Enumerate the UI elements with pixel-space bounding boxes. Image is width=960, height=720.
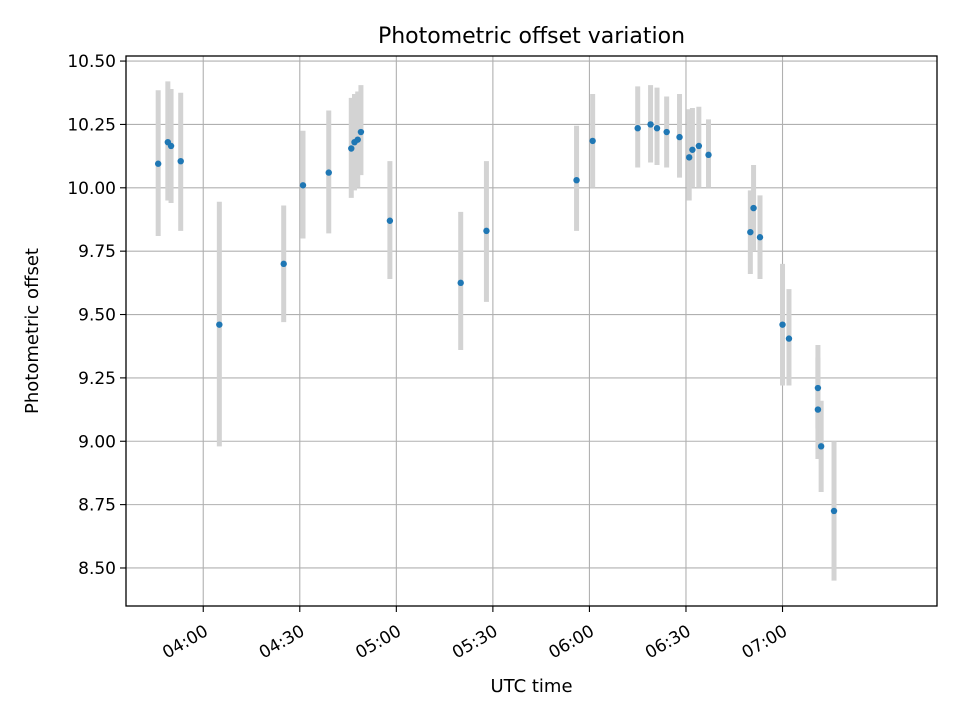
axes-frame [125,55,938,607]
data-point [663,128,670,136]
data-point [354,136,361,143]
data-point [280,260,287,268]
data-point [695,142,703,150]
data-point [573,176,580,184]
data-point [167,142,175,150]
data-point [483,227,490,235]
data-point [689,146,696,153]
data-point [747,228,754,236]
data-point [705,151,712,159]
data-point [357,128,365,136]
y-tick-label: 10.00 [67,179,116,199]
y-tick-label: 9.00 [78,432,116,452]
y-tick-label: 10.25 [67,115,116,135]
chart-title: Photometric offset variation [378,24,685,49]
data-point [647,121,654,128]
y-tick-label: 10.50 [67,52,116,72]
data-point [154,160,162,167]
data-point [814,406,822,413]
y-tick-label: 9.50 [78,306,116,326]
data-point [685,154,693,161]
data-point [756,234,764,241]
data-point [830,507,838,515]
data-point [785,335,793,342]
y-tick-label: 8.50 [78,559,116,579]
data-point [177,157,184,165]
data-point [348,145,355,152]
grid-lines [126,56,937,606]
data-points [154,121,838,515]
data-point [779,321,786,328]
data-point [750,204,757,212]
data-point [216,321,223,328]
data-point [653,125,661,132]
data-point [817,443,825,450]
data-point [299,182,307,189]
x-axis-label: UTC time [490,676,572,697]
y-axis-ticks: 8.50 8.75 9.00 9.25 9.50 9.75 10.00 10.25 10.50 [67,52,126,579]
data-point [814,384,822,392]
data-point [386,217,394,224]
data-point [457,279,464,287]
data-point [589,137,596,145]
y-axis-label: Photometric offset [22,248,43,414]
data-point [325,169,332,176]
data-point [634,125,641,132]
data-point [676,133,683,141]
y-tick-label: 9.75 [78,242,116,262]
y-tick-label: 9.25 [78,369,116,389]
y-tick-label: 8.75 [78,496,116,516]
